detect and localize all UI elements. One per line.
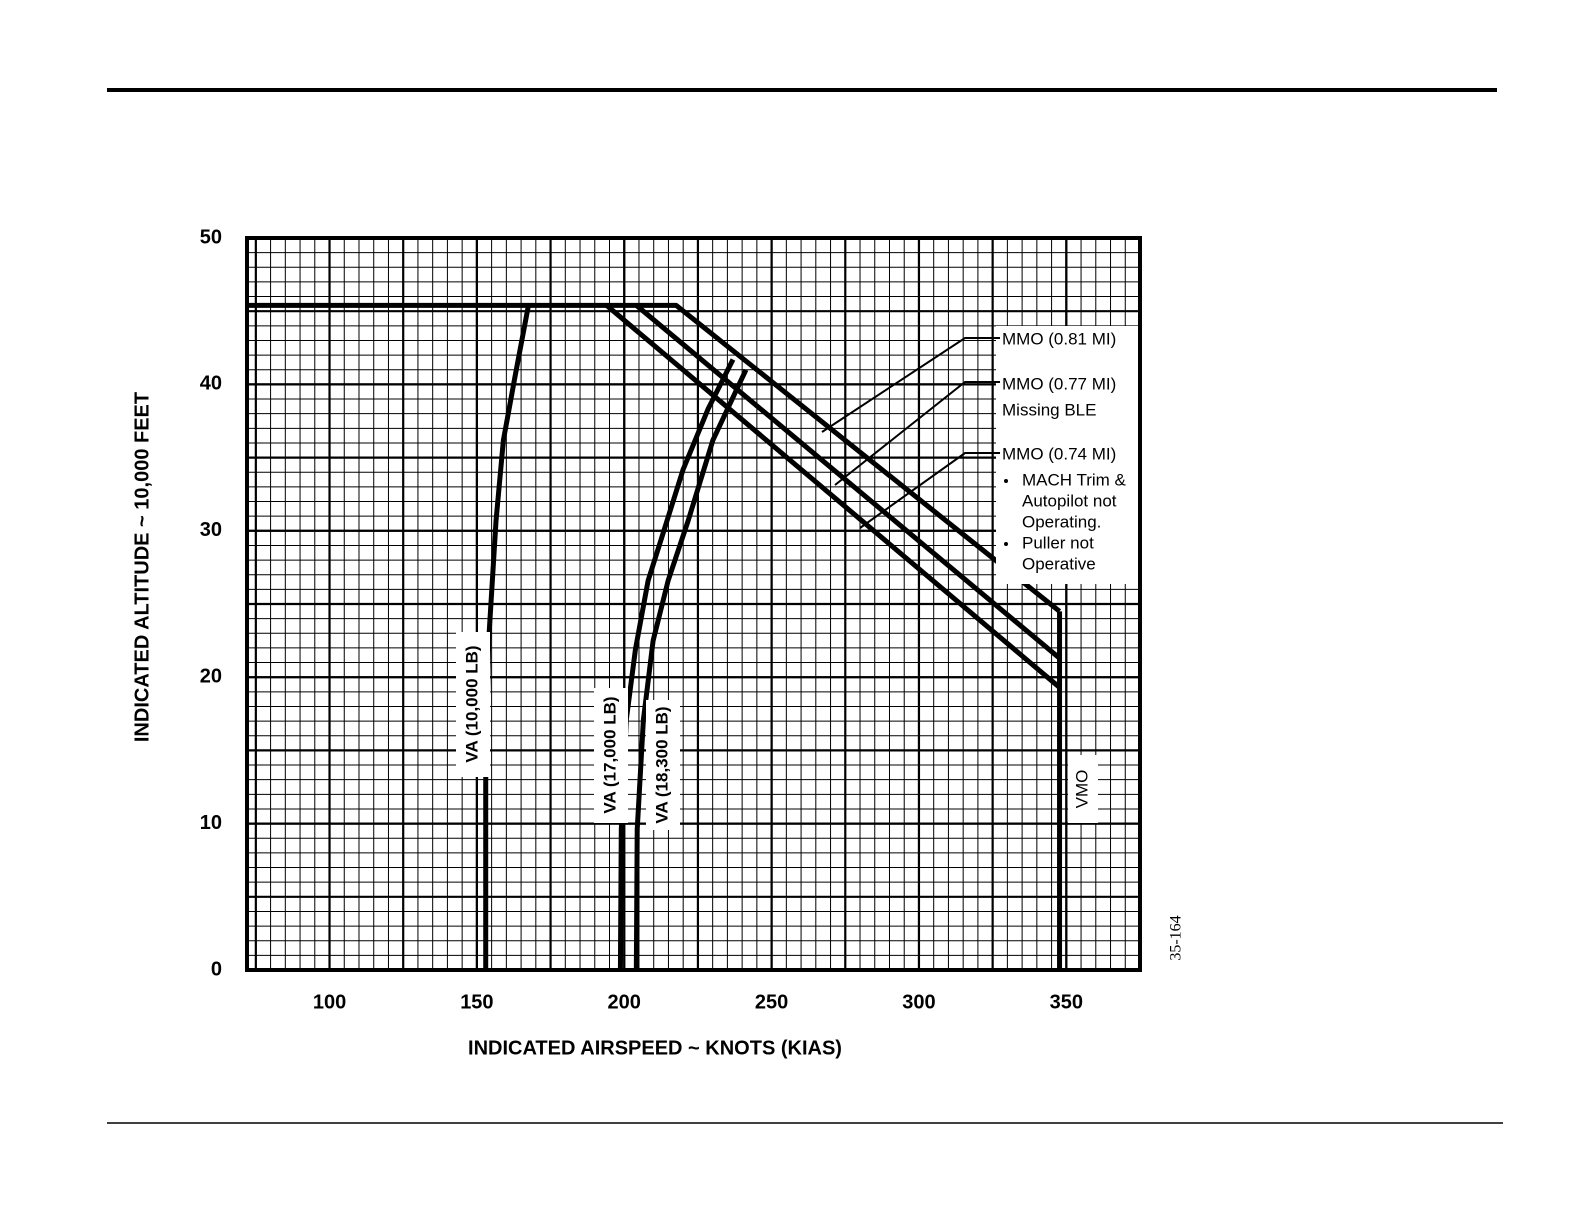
label-bg xyxy=(594,688,628,823)
y-tick-label: 40 xyxy=(200,373,222,395)
series-line xyxy=(634,303,1062,661)
series-line xyxy=(633,368,749,971)
y-tick-label: 50 xyxy=(200,226,222,248)
label-bg xyxy=(1068,755,1098,823)
series-label: MMO (0.81 MI) xyxy=(1002,329,1116,348)
x-axis-label: INDICATED AIRSPEED ~ KNOTS (KIAS) xyxy=(468,1037,842,1059)
annotation: Operative xyxy=(1022,554,1096,573)
series-label: VA (17,000 LB) xyxy=(600,696,619,813)
label-bg xyxy=(456,632,490,777)
y-tick-label: 30 xyxy=(200,519,222,541)
x-tick-label: 100 xyxy=(313,991,346,1013)
annotation: Missing BLE xyxy=(1002,400,1096,419)
series-label: VA (18,300 LB) xyxy=(652,706,671,823)
annotation: MACH Trim & xyxy=(1022,470,1127,489)
leader xyxy=(859,452,1000,529)
leader xyxy=(821,337,1000,433)
annotation: Autopilot not xyxy=(1022,491,1117,510)
label-bg xyxy=(646,700,680,830)
series-line xyxy=(247,302,1062,614)
series-label: MMO (0.74 MI) xyxy=(1002,444,1116,463)
series-label: MMO (0.77 MI) xyxy=(1002,374,1116,393)
annotation: Operating. xyxy=(1022,512,1101,531)
y-axis-label: INDICATED ALTITUDE ~ 10,000 FEET xyxy=(131,392,153,742)
y-tick-label: 10 xyxy=(200,812,222,834)
series-line xyxy=(604,303,1062,690)
lines xyxy=(247,302,1063,971)
series-label: VA (10,000 LB) xyxy=(462,645,481,762)
x-tick-label: 350 xyxy=(1050,991,1083,1013)
bullet xyxy=(1004,542,1008,546)
series-label: VMO xyxy=(1072,770,1091,809)
x-tick-label: 200 xyxy=(608,991,641,1013)
note-box xyxy=(996,326,1138,584)
bullet xyxy=(1004,479,1008,483)
plot-frame xyxy=(245,236,1142,972)
y-tick-label: 0 xyxy=(211,958,222,980)
leader xyxy=(834,381,1000,486)
y-tick-label: 20 xyxy=(200,665,222,687)
x-tick-label: 250 xyxy=(755,991,788,1013)
x-tick-label: 300 xyxy=(902,991,935,1013)
annotation: Puller not xyxy=(1022,533,1094,552)
x-tick-label: 150 xyxy=(460,991,493,1013)
series-line xyxy=(483,304,531,970)
leaders xyxy=(821,337,1000,529)
figure-number: 35-164 xyxy=(1168,915,1185,960)
